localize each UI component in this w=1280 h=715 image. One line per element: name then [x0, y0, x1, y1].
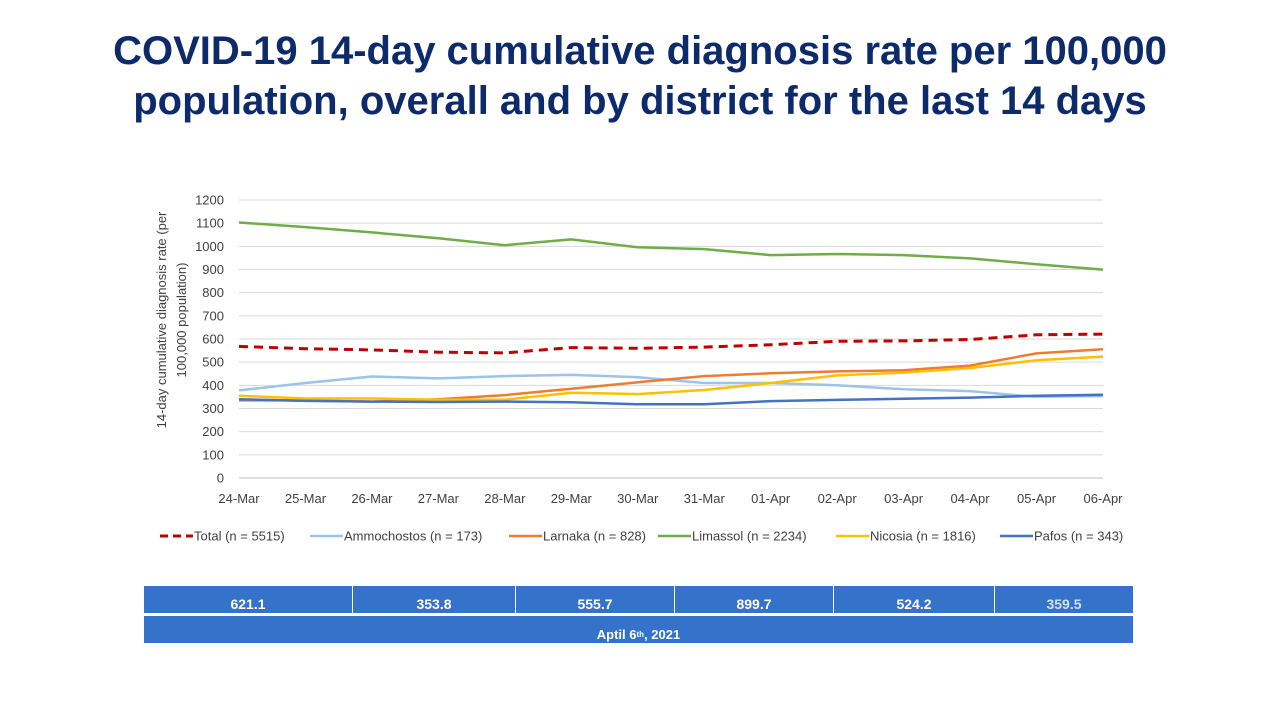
x-tick-label: 01-Apr	[751, 491, 791, 506]
x-tick-label: 28-Mar	[484, 491, 526, 506]
chart-legend: Total (n = 5515) Ammochostos (n = 173) Lar…	[160, 529, 1123, 544]
x-tick-label: 29-Mar	[551, 491, 593, 506]
series-line-0	[238, 332, 1104, 355]
line-chart: 0 100 200 300 400 500 600 700 800 900 1000 1100 1200…	[154, 193, 1123, 544]
y-tick-label: 400	[202, 378, 224, 393]
y-axis-label-line2: 100,000 population)	[174, 263, 189, 378]
x-tick-label: 25-Mar	[285, 491, 327, 506]
date-suffix: th	[636, 630, 645, 639]
value-cell-ammochostos: 353.8	[352, 586, 515, 613]
value-cell-nicosia: 524.2	[833, 586, 994, 613]
y-tick-label: 1100	[196, 216, 224, 231]
y-axis-label-line1: 14-day cumulative diagnosis rate (per	[154, 211, 169, 428]
x-tick-label: 31-Mar	[684, 491, 726, 506]
legend-label-2: Larnaka (n = 828)	[543, 529, 646, 544]
y-axis-ticks: 0 100 200 300 400 500 600 700 800 900 1000 1100 1200	[195, 193, 224, 486]
page-title-line1: COVID-19 14-day cumulative diagnosis rat…	[113, 29, 1167, 73]
x-tick-label: 06-Apr	[1083, 491, 1123, 506]
date-tail: , 2021	[644, 627, 681, 642]
y-tick-label: 300	[202, 401, 224, 416]
x-axis-ticks: 24-Mar 25-Mar 26-Mar 27-Mar 28-Mar 29-Mar 30-M…	[218, 491, 1123, 506]
series-line-4	[238, 355, 1104, 401]
chart-gridlines	[239, 199, 1103, 479]
y-tick-label: 600	[202, 332, 224, 347]
x-tick-label: 27-Mar	[418, 491, 460, 506]
legend-label-1: Ammochostos (n = 173)	[344, 529, 482, 544]
y-tick-label: 1200	[195, 193, 224, 208]
x-tick-label: 02-Apr	[818, 491, 858, 506]
x-tick-label: 24-Mar	[218, 491, 260, 506]
series-line-2	[239, 348, 1104, 403]
value-cell-pafos: 359.5	[994, 586, 1133, 613]
summary-values-row: 621.1 353.8 555.7 899.7 524.2 359.5	[144, 586, 1133, 613]
x-tick-label: 26-Mar	[351, 491, 393, 506]
x-tick-label: 30-Mar	[617, 491, 659, 506]
x-tick-label: 03-Apr	[884, 491, 924, 506]
page-title: COVID-19 14-day cumulative diagnosis rat…	[0, 26, 1280, 126]
y-tick-label: 700	[202, 308, 224, 323]
y-tick-label: 800	[202, 285, 224, 300]
legend-label-0: Total (n = 5515)	[194, 529, 285, 544]
value-cell-larnaka: 555.7	[515, 586, 674, 613]
y-tick-label: 200	[202, 424, 224, 439]
y-tick-label: 900	[202, 262, 224, 277]
chart-series	[238, 221, 1104, 406]
x-tick-label: 05-Apr	[1017, 491, 1057, 506]
y-tick-label: 500	[202, 355, 224, 370]
x-tick-label: 04-Apr	[951, 491, 991, 506]
value-cell-total: 621.1	[230, 595, 266, 612]
series-line-3	[238, 221, 1104, 271]
value-cell-limassol: 899.7	[674, 586, 833, 613]
legend-label-5: Pafos (n = 343)	[1034, 529, 1123, 544]
series-line-5	[238, 393, 1104, 406]
y-tick-label: 100	[202, 447, 224, 462]
legend-label-4: Nicosia (n = 1816)	[870, 529, 976, 544]
date-main: Aptil 6	[596, 627, 637, 642]
y-tick-label: 0	[217, 471, 224, 486]
legend-label-3: Limassol (n = 2234)	[692, 529, 807, 544]
y-tick-label: 1000	[195, 239, 224, 254]
page-title-line2: population, overall and by district for …	[133, 79, 1147, 123]
